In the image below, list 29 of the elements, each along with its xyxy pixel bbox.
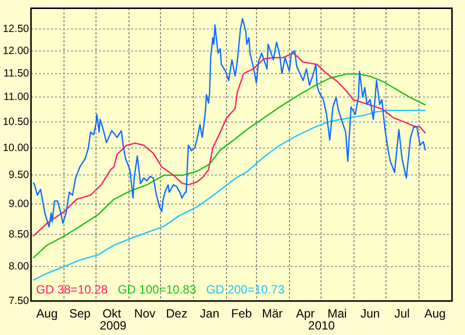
x-tick-label: Aug — [424, 306, 446, 321]
text: GD 200=10.73 — [206, 282, 285, 296]
x-tick-label: Okt — [102, 306, 122, 321]
x-tick-label: Nov — [134, 306, 156, 321]
y-tick-label: 10.00 — [2, 142, 30, 154]
x-tick-label: Feb — [231, 306, 252, 321]
x-tick-label: Jan — [200, 306, 220, 321]
y-tick-label: 9.00 — [8, 198, 30, 210]
y-tick-label: 9.50 — [8, 169, 30, 182]
x-tick-label: Jul — [394, 306, 410, 321]
y-tick-label: 10.50 — [2, 116, 30, 128]
y-tick-label: 8.00 — [8, 260, 30, 273]
text: GD 100=10.83 — [118, 282, 196, 296]
x-tick-label: Sep — [69, 306, 91, 321]
text: 2010 — [308, 318, 336, 332]
text: GD 38=10.28 — [36, 282, 108, 296]
y-tick-label: 12.00 — [2, 44, 30, 57]
y-tick-label: 12.50 — [2, 23, 30, 36]
x-tick-label: Dez — [166, 306, 188, 321]
text: 2009 — [100, 318, 127, 332]
x-tick-label: Apr — [296, 306, 315, 321]
x-tick-label: Mai — [328, 306, 347, 321]
x-tick-label: Aug — [36, 306, 58, 321]
x-tick-label: Jun — [360, 306, 380, 321]
y-tick-label: 11.50 — [4, 67, 30, 80]
y-tick-label: 8.50 — [8, 228, 30, 240]
y-tick-label: 11.00 — [4, 91, 30, 104]
x-tick-label: Mär — [262, 306, 283, 321]
y-tick-label: 7.50 — [8, 294, 30, 307]
